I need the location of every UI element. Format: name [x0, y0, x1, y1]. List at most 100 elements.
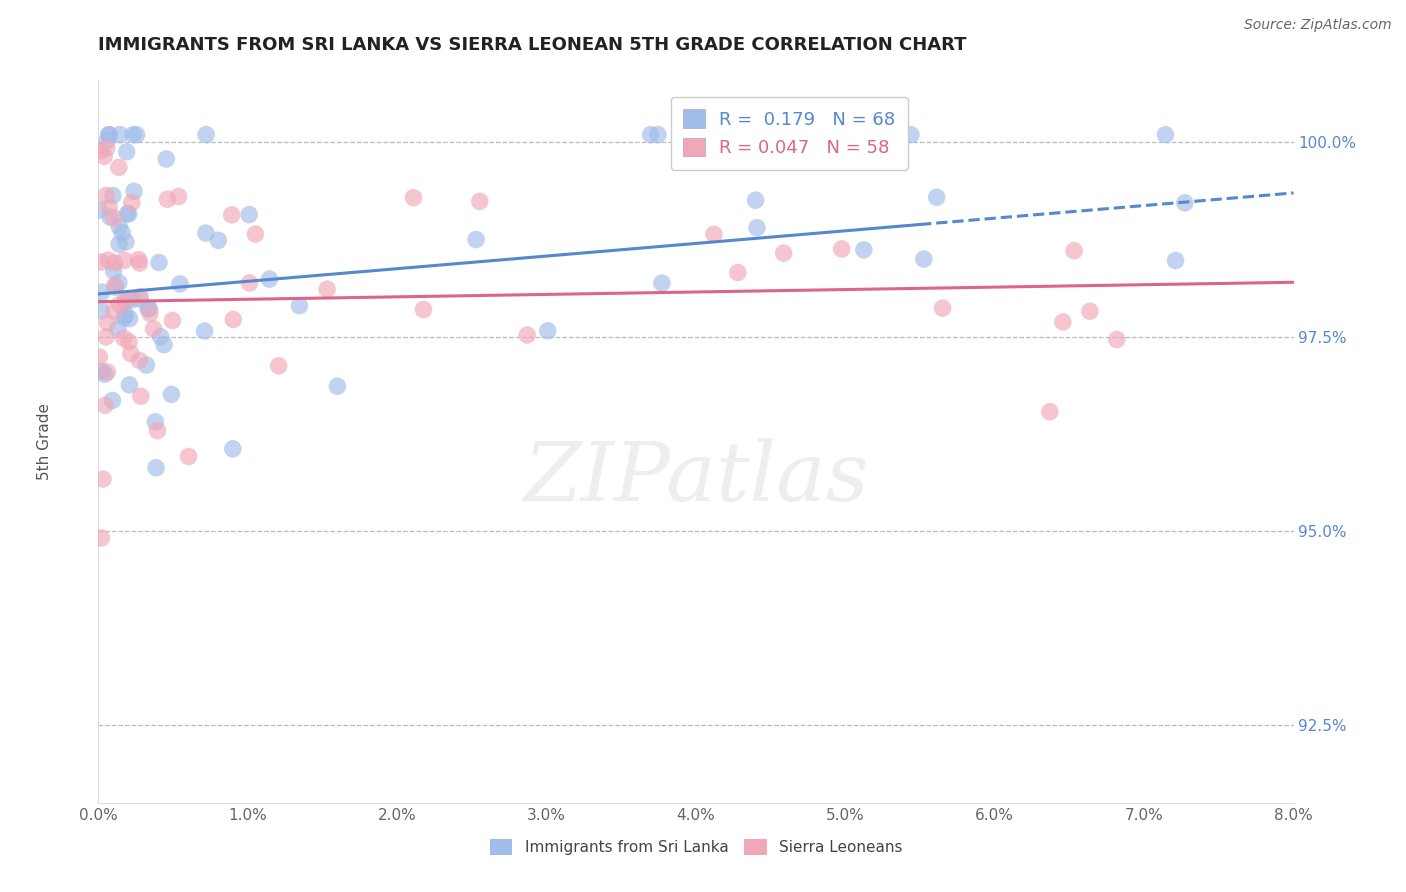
Point — [118, 311, 141, 326]
Point — [104, 256, 127, 270]
Point — [156, 192, 179, 206]
Point — [194, 226, 217, 240]
Point — [744, 193, 766, 207]
Point — [125, 128, 148, 142]
Point — [129, 289, 152, 303]
Point — [727, 266, 749, 280]
Point — [112, 253, 135, 268]
Point — [128, 353, 150, 368]
Point — [651, 276, 673, 290]
Point — [222, 312, 245, 326]
Point — [831, 242, 853, 256]
Point — [118, 334, 141, 349]
Point — [96, 316, 118, 330]
Point — [101, 393, 124, 408]
Point — [169, 277, 191, 291]
Point — [142, 322, 165, 336]
Point — [94, 398, 117, 412]
Point — [122, 184, 145, 198]
Point — [537, 324, 560, 338]
Point — [107, 321, 129, 335]
Text: 5th Grade: 5th Grade — [37, 403, 52, 480]
Point — [103, 304, 125, 318]
Point — [108, 297, 131, 311]
Point — [96, 365, 118, 379]
Point — [1105, 333, 1128, 347]
Point — [221, 208, 243, 222]
Point — [813, 154, 835, 169]
Point — [97, 253, 120, 268]
Point — [148, 255, 170, 269]
Point — [108, 276, 131, 290]
Point — [162, 313, 184, 327]
Point — [96, 141, 118, 155]
Point — [114, 295, 136, 310]
Point — [326, 379, 349, 393]
Text: Source: ZipAtlas.com: Source: ZipAtlas.com — [1244, 18, 1392, 32]
Point — [128, 256, 150, 270]
Point — [772, 246, 794, 260]
Point — [94, 188, 117, 202]
Point — [117, 206, 139, 220]
Point — [90, 144, 112, 158]
Point — [90, 364, 112, 378]
Point — [703, 227, 725, 242]
Point — [138, 301, 160, 316]
Point — [89, 350, 111, 364]
Point — [108, 161, 131, 175]
Point — [1052, 315, 1074, 329]
Point — [98, 210, 121, 224]
Point — [139, 306, 162, 320]
Point — [316, 282, 339, 296]
Point — [155, 152, 177, 166]
Point — [114, 308, 136, 322]
Point — [89, 202, 111, 217]
Point — [900, 128, 922, 142]
Point — [128, 252, 150, 267]
Point — [412, 302, 434, 317]
Point — [136, 301, 159, 316]
Point — [121, 195, 143, 210]
Point — [115, 145, 138, 159]
Point — [402, 191, 425, 205]
Point — [647, 128, 669, 142]
Point — [114, 293, 136, 308]
Point — [153, 337, 176, 351]
Point — [207, 233, 229, 247]
Text: IMMIGRANTS FROM SRI LANKA VS SIERRA LEONEAN 5TH GRADE CORRELATION CHART: IMMIGRANTS FROM SRI LANKA VS SIERRA LEON… — [98, 36, 967, 54]
Point — [98, 200, 121, 214]
Point — [135, 358, 157, 372]
Point — [1039, 405, 1062, 419]
Text: ZIPatlas: ZIPatlas — [523, 438, 869, 517]
Point — [238, 208, 260, 222]
Point — [195, 128, 218, 142]
Point — [118, 377, 141, 392]
Point — [465, 233, 488, 247]
Point — [267, 359, 290, 373]
Point — [94, 330, 117, 344]
Point — [91, 472, 114, 486]
Point — [925, 190, 948, 204]
Point — [468, 194, 491, 209]
Point — [640, 128, 662, 142]
Point — [259, 272, 281, 286]
Point — [1078, 304, 1101, 318]
Point — [104, 280, 127, 294]
Point — [145, 460, 167, 475]
Point — [122, 128, 145, 142]
Point — [194, 324, 217, 338]
Point — [160, 387, 183, 401]
Point — [98, 128, 121, 142]
Point — [115, 235, 138, 249]
Point — [111, 226, 134, 240]
Point — [97, 128, 120, 142]
Point — [745, 220, 768, 235]
Point — [516, 328, 538, 343]
Point — [120, 346, 142, 360]
Point — [129, 389, 152, 403]
Point — [222, 442, 245, 456]
Point — [128, 292, 150, 306]
Point — [1174, 195, 1197, 210]
Point — [852, 243, 875, 257]
Point — [104, 278, 127, 293]
